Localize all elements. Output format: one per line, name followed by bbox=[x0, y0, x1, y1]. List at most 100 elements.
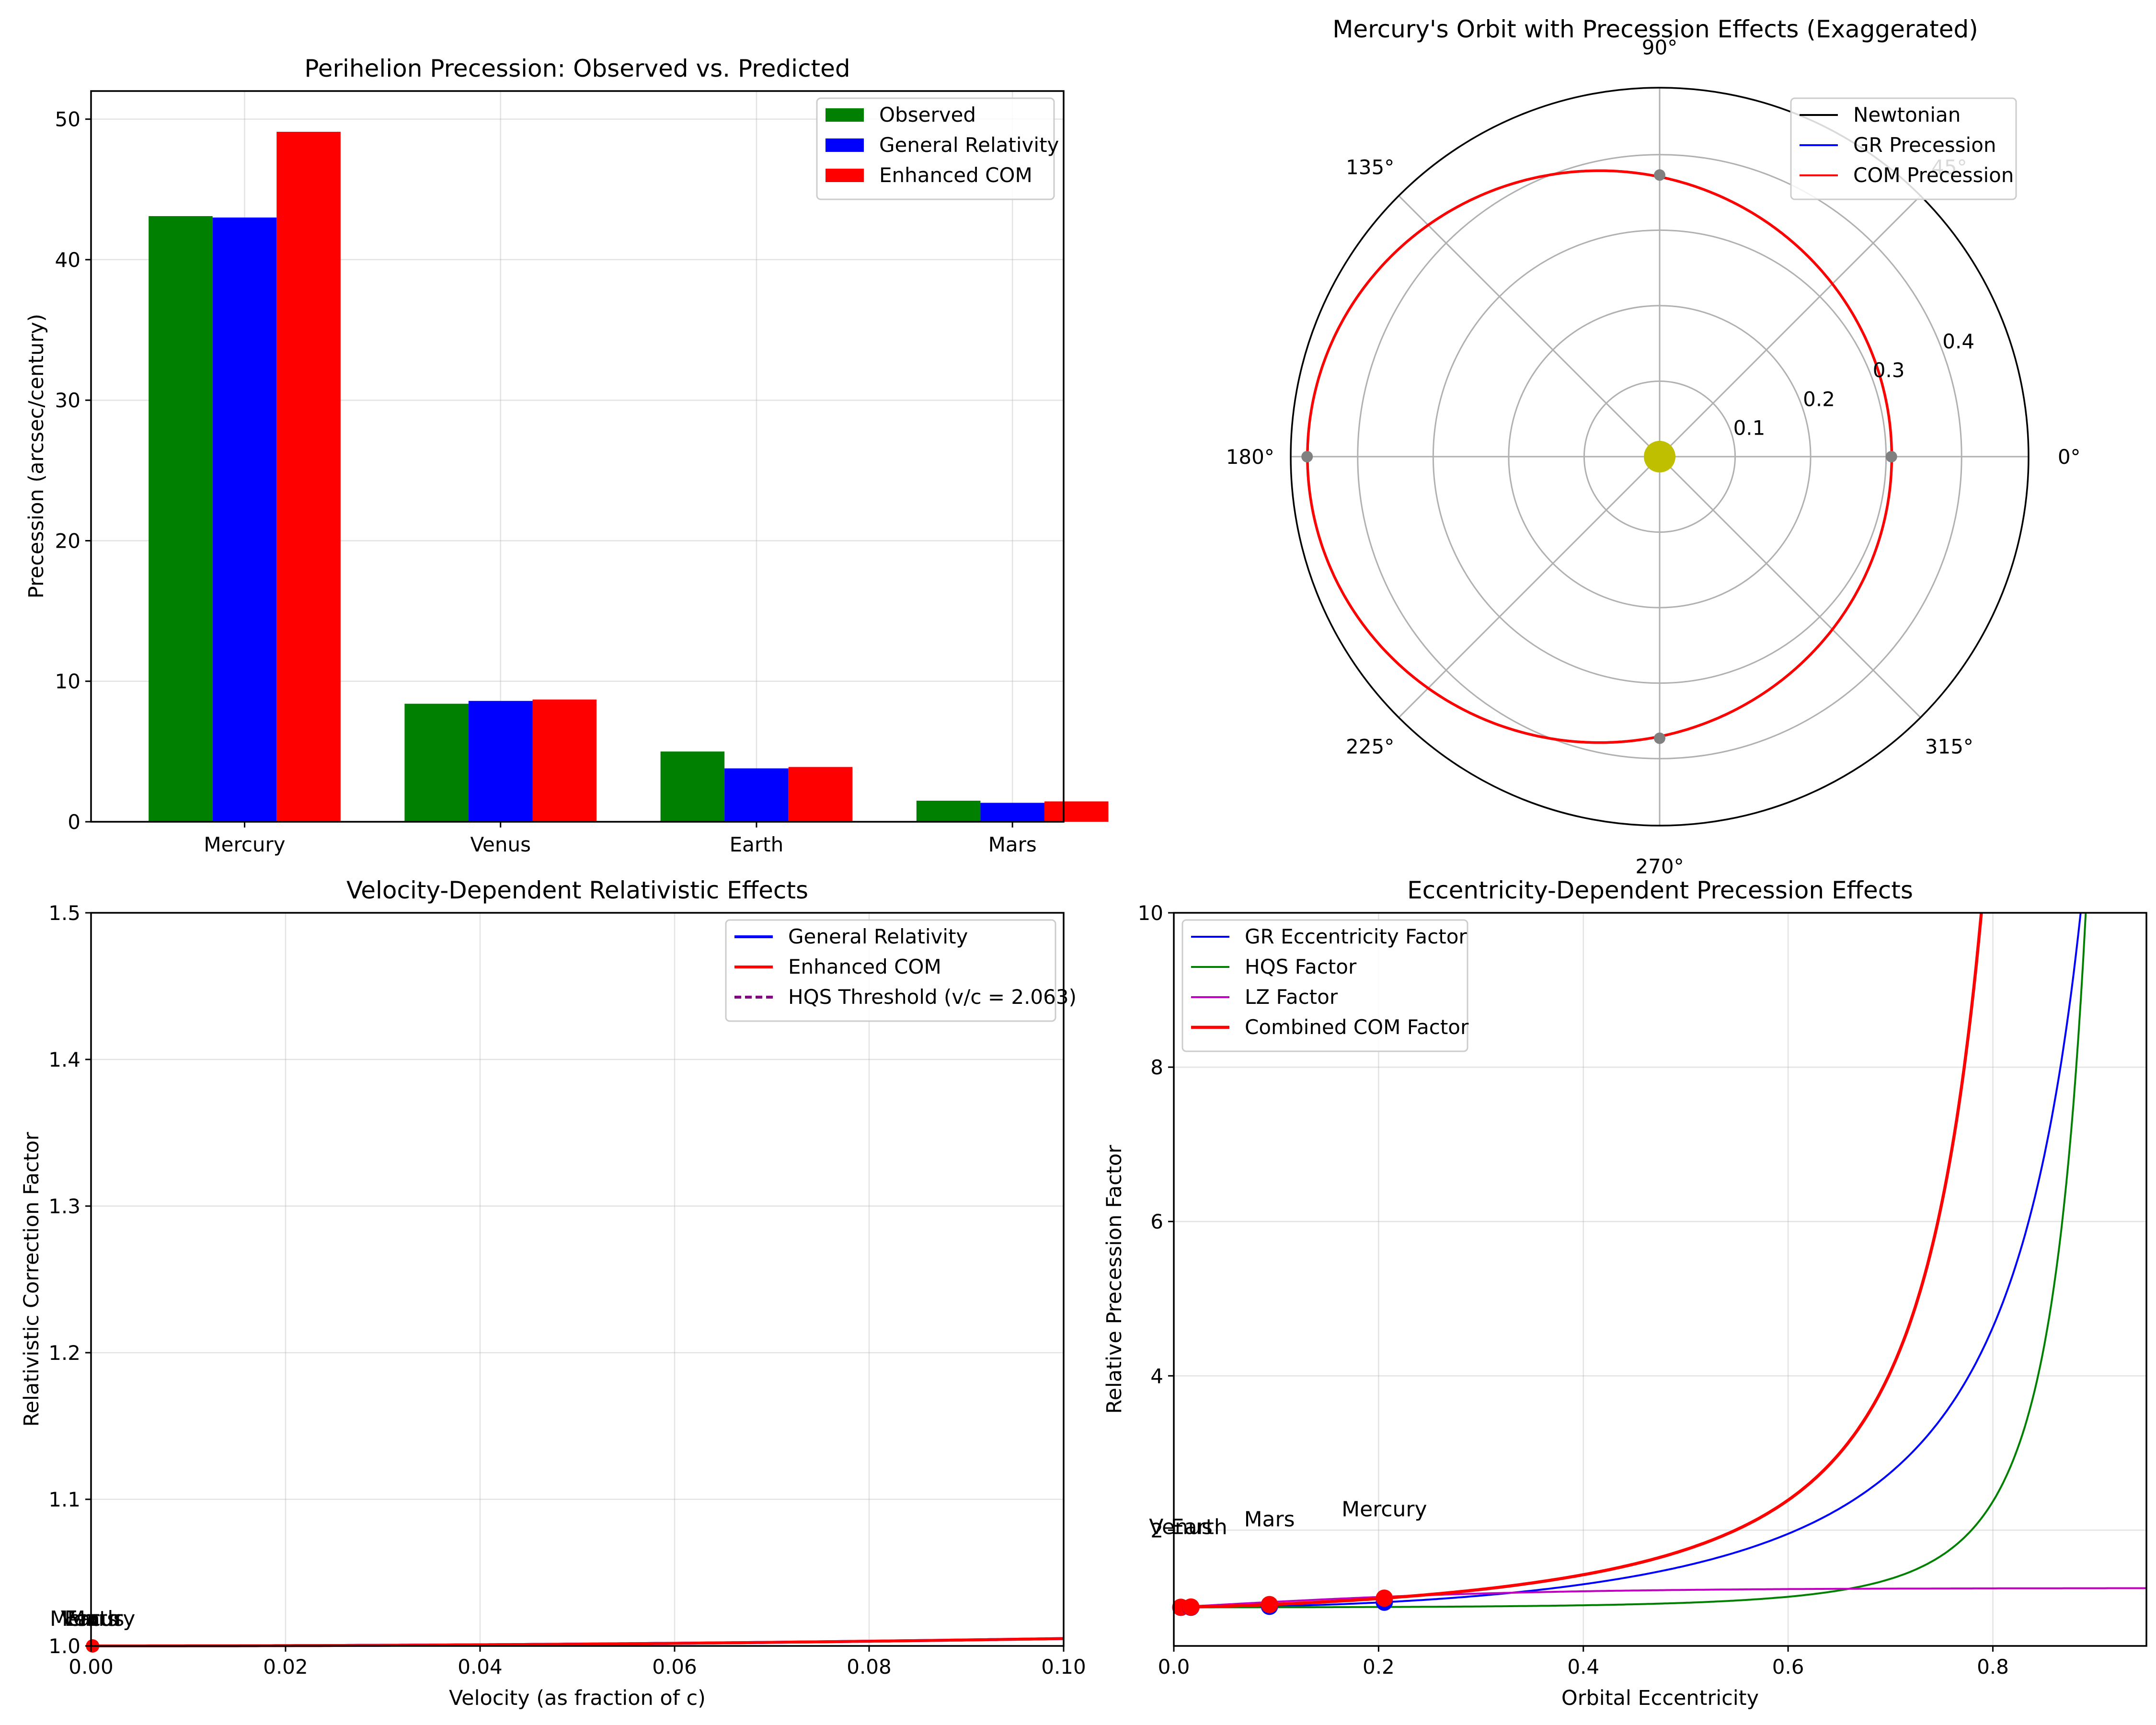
series-line bbox=[1174, 913, 2082, 1609]
legend-label: GR Eccentricity Factor bbox=[1245, 925, 1467, 948]
velocity-chart-legend: General Relativity Enhanced COM HQS Thresh… bbox=[725, 919, 1077, 1022]
x-tick-label: 0.04 bbox=[458, 1655, 503, 1679]
y-tick-label: 1.1 bbox=[48, 1488, 80, 1511]
orbit-point bbox=[1301, 451, 1313, 462]
x-tick-label: 0.02 bbox=[263, 1655, 308, 1679]
legend-label: COM Precession bbox=[1853, 163, 2014, 187]
bar-chart-frame bbox=[90, 90, 1065, 823]
y-tick-label: 20 bbox=[55, 529, 80, 552]
bar-chart-y-label: Precession (arcsec/century) bbox=[24, 314, 48, 598]
legend-label: HQS Factor bbox=[1245, 955, 1357, 978]
polar-grid-spoke bbox=[1659, 456, 1921, 718]
sun-marker bbox=[1644, 441, 1675, 472]
angle-tick-label: 315° bbox=[1925, 735, 1973, 758]
polar-chart-panel: Mercury's Orbit with Precession Effects … bbox=[1226, 15, 2081, 878]
bar bbox=[468, 701, 533, 822]
legend-label: Observed bbox=[879, 103, 976, 126]
planet-marker bbox=[1261, 1596, 1278, 1613]
x-tick-label: Earth bbox=[730, 833, 784, 856]
radial-tick-label: 0.1 bbox=[1733, 416, 1766, 440]
x-tick-label: 0.2 bbox=[1363, 1655, 1395, 1679]
polar-grid-spoke bbox=[1398, 195, 1661, 458]
x-tick-label: 0.6 bbox=[1772, 1655, 1804, 1679]
angle-tick-label: 0° bbox=[2058, 445, 2081, 469]
legend-label: Newtonian bbox=[1853, 103, 1961, 126]
planet-marker bbox=[1376, 1589, 1393, 1607]
y-tick-label: 1.0 bbox=[48, 1634, 80, 1658]
velocity-chart-frame bbox=[90, 912, 1065, 1647]
y-tick-label: 6 bbox=[1150, 1210, 1163, 1233]
legend-label: GR Precession bbox=[1853, 133, 1996, 157]
bar-chart-panel: Perihelion Precession: Observed vs. Pred… bbox=[24, 55, 1109, 856]
x-tick-label: 0.8 bbox=[1977, 1655, 2009, 1679]
x-tick-label: Mars bbox=[988, 833, 1037, 856]
x-tick-label: 0.10 bbox=[1041, 1655, 1086, 1679]
planet-label: Earth bbox=[1171, 1515, 1227, 1539]
velocity-chart-y-label: Relativistic Correction Factor bbox=[20, 1132, 44, 1426]
planet-label: Mercury bbox=[1342, 1497, 1427, 1521]
bar bbox=[1044, 801, 1109, 822]
planet-label: Venus bbox=[61, 1607, 124, 1631]
eccentricity-chart-legend: GR Eccentricity Factor HQS Factor LZ Facto… bbox=[1181, 919, 1469, 1052]
bar bbox=[149, 216, 213, 822]
legend-label: Combined COM Factor bbox=[1245, 1015, 1469, 1039]
legend-swatch bbox=[826, 108, 864, 122]
polar-chart-legend: Newtonian GR Precession COM Precession bbox=[1790, 97, 2017, 200]
eccentricity-chart-title: Eccentricity-Dependent Precession Effect… bbox=[1407, 876, 1913, 904]
bar bbox=[276, 132, 341, 822]
polar-frame bbox=[1290, 87, 2030, 827]
radial-tick-label: 0.4 bbox=[1942, 330, 1974, 353]
velocity-chart-title: Velocity-Dependent Relativistic Effects bbox=[346, 876, 808, 904]
y-tick-label: 1.5 bbox=[48, 901, 80, 925]
angle-tick-label: 225° bbox=[1346, 735, 1394, 758]
legend-swatch bbox=[826, 138, 864, 152]
polar-grid-spoke bbox=[1398, 456, 1661, 718]
planet-label: Venus bbox=[1149, 1515, 1212, 1539]
x-tick-label: Venus bbox=[470, 833, 531, 856]
series-line bbox=[1174, 913, 1983, 1609]
x-tick-label: 0.4 bbox=[1567, 1655, 1599, 1679]
polar-grid-spoke bbox=[1659, 195, 1921, 458]
x-tick-label: 0.0 bbox=[1158, 1655, 1190, 1679]
bar bbox=[980, 803, 1044, 822]
x-tick-label: Mercury bbox=[204, 833, 285, 856]
legend-label: HQS Threshold (v/c = 2.063) bbox=[788, 985, 1077, 1009]
x-tick-label: 0.08 bbox=[847, 1655, 892, 1679]
angle-tick-label: 135° bbox=[1346, 156, 1394, 179]
bar bbox=[404, 703, 469, 822]
orbit-point bbox=[1885, 451, 1897, 462]
planet-label: Mars bbox=[1244, 1507, 1295, 1531]
y-tick-label: 4 bbox=[1150, 1364, 1163, 1388]
orbit-point bbox=[1654, 169, 1665, 181]
series-line bbox=[1174, 1587, 2146, 1609]
polar-chart-title: Mercury's Orbit with Precession Effects … bbox=[1332, 15, 1978, 43]
legend-frame bbox=[1790, 97, 2017, 200]
velocity-chart-x-label: Velocity (as fraction of c) bbox=[449, 1686, 706, 1710]
x-tick-label: 0.06 bbox=[652, 1655, 697, 1679]
bar bbox=[724, 768, 789, 822]
planet-label: Mercury bbox=[50, 1607, 135, 1631]
bar bbox=[532, 699, 597, 822]
bar bbox=[788, 767, 853, 822]
y-tick-label: 1.3 bbox=[48, 1195, 80, 1218]
legend-frame bbox=[725, 919, 1056, 1022]
planet-label: Earth bbox=[64, 1607, 121, 1631]
y-tick-label: 1.2 bbox=[48, 1341, 80, 1365]
planet-label: Mars bbox=[67, 1607, 118, 1631]
bar bbox=[660, 751, 725, 822]
legend-label: LZ Factor bbox=[1245, 985, 1338, 1009]
bar-chart-title: Perihelion Precession: Observed vs. Pred… bbox=[304, 55, 850, 82]
y-tick-label: 40 bbox=[55, 248, 80, 272]
eccentricity-chart-x-label: Orbital Eccentricity bbox=[1561, 1686, 1759, 1710]
y-tick-label: 8 bbox=[1150, 1056, 1163, 1079]
bar-chart-legend: Observed General Relativity Enhanced COM bbox=[816, 97, 1059, 200]
legend-label: Enhanced COM bbox=[879, 163, 1032, 187]
series-line bbox=[1174, 913, 2087, 1609]
eccentricity-chart-y-label: Relative Precession Factor bbox=[1102, 1145, 1126, 1414]
velocity-chart-panel: Velocity-Dependent Relativistic Effects … bbox=[20, 876, 1086, 1710]
y-tick-label: 30 bbox=[55, 389, 80, 412]
radial-tick-label: 0.3 bbox=[1873, 358, 1905, 382]
eccentricity-chart-panel: Eccentricity-Dependent Precession Effect… bbox=[1102, 876, 2147, 1710]
legend-frame bbox=[816, 97, 1055, 200]
angle-tick-label: 90° bbox=[1642, 35, 1677, 59]
